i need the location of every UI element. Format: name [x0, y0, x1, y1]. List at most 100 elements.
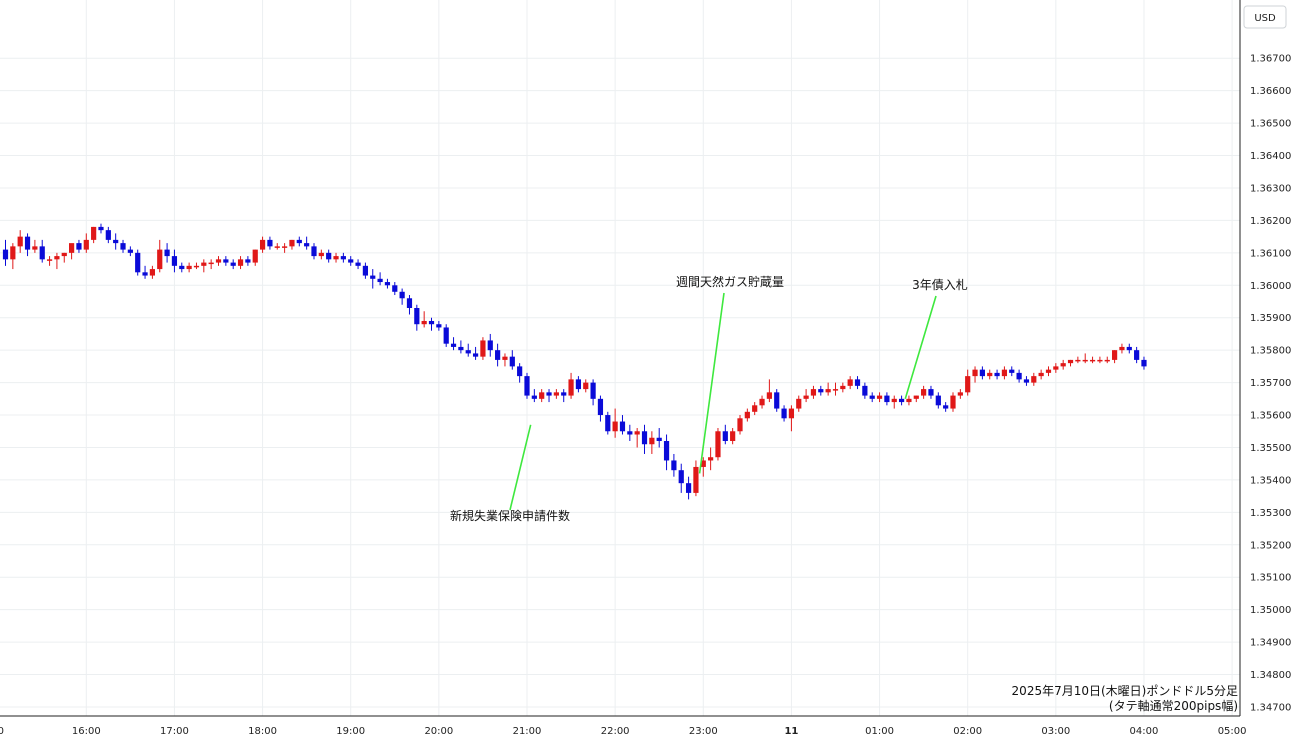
candle-body — [678, 470, 684, 484]
time-tick-label: 11 — [784, 726, 798, 737]
candle-body — [304, 243, 310, 247]
candle — [553, 389, 559, 399]
candle-body — [1060, 363, 1066, 367]
candle — [597, 395, 604, 422]
price-tick-label: 1.34800 — [1250, 670, 1291, 681]
candle-body — [972, 369, 978, 377]
time-tick-label: 04:00 — [1130, 726, 1159, 737]
candle-body — [362, 265, 369, 276]
candle — [1009, 366, 1015, 377]
candle — [113, 233, 119, 250]
candle — [135, 249, 141, 276]
candle-body — [774, 392, 780, 409]
candle-body — [421, 320, 427, 325]
candle — [517, 363, 523, 383]
candle-body — [987, 372, 993, 377]
candle — [186, 262, 192, 273]
price-tick-label: 1.36700 — [1250, 54, 1291, 65]
candle-body — [296, 239, 302, 244]
candle-body — [634, 431, 640, 435]
candle-body — [450, 343, 457, 347]
candle-body — [443, 327, 449, 344]
annotation-pointer-line — [509, 424, 532, 511]
candle — [619, 415, 626, 435]
candle — [832, 382, 839, 396]
candle — [392, 282, 398, 296]
candle — [1119, 343, 1125, 354]
candle — [384, 278, 391, 289]
candle — [979, 366, 985, 380]
price-tick-label: 1.35000 — [1250, 605, 1291, 616]
candle-body — [656, 437, 662, 441]
candle-body — [1009, 369, 1015, 373]
candle-body — [458, 346, 464, 351]
candle-body — [590, 382, 596, 399]
price-tick-label: 1.36000 — [1250, 281, 1291, 292]
currency-badge[interactable] — [1243, 5, 1287, 29]
candle-body — [428, 320, 435, 325]
candle-body — [509, 356, 515, 367]
candle — [1016, 369, 1022, 383]
candle-body — [994, 372, 1000, 377]
candle — [972, 366, 978, 383]
annotation-pointer-line — [698, 292, 725, 474]
candle — [282, 243, 288, 253]
candle-body — [605, 415, 611, 432]
candle-body — [326, 252, 332, 260]
candle — [869, 392, 875, 403]
candle-body — [796, 398, 802, 409]
candle — [421, 311, 427, 328]
candle-body — [619, 421, 626, 432]
candle-body — [539, 392, 545, 399]
candle-body — [149, 269, 155, 276]
candle-body — [377, 278, 383, 283]
grid — [0, 0, 1240, 716]
candle-body — [553, 392, 559, 396]
candle-body — [722, 431, 728, 441]
candle-body — [472, 353, 479, 357]
candle-body — [928, 389, 934, 396]
candle — [17, 230, 23, 253]
candle — [450, 337, 457, 351]
candle-body — [810, 389, 817, 396]
candle-body — [583, 382, 589, 390]
time-tick-label: 23:00 — [689, 726, 718, 737]
candle — [759, 395, 765, 409]
candle — [957, 389, 963, 399]
candle-body — [898, 398, 905, 403]
candle-body — [913, 395, 919, 399]
candle-body — [730, 431, 736, 441]
candle-body — [1082, 359, 1088, 362]
candle — [524, 372, 530, 399]
candle — [54, 252, 60, 270]
price-tick-label: 1.35800 — [1250, 346, 1291, 357]
candle — [913, 395, 919, 403]
candle-body — [83, 239, 89, 250]
candle — [465, 343, 471, 357]
candle — [994, 369, 1000, 380]
candle-body — [348, 259, 354, 263]
candle-body — [267, 239, 273, 247]
candle-body — [935, 395, 941, 406]
candle — [685, 476, 692, 500]
candle-body — [752, 405, 758, 412]
candle-body — [737, 418, 743, 432]
candle — [876, 392, 883, 403]
candle — [561, 389, 567, 403]
candle-body — [781, 408, 787, 419]
time-tick-label: 19:00 — [336, 726, 365, 737]
candle — [898, 395, 905, 406]
currency-label: USD — [1254, 13, 1276, 24]
candle-body — [950, 395, 956, 409]
candle — [179, 262, 185, 273]
candle — [943, 402, 949, 412]
candle — [274, 243, 280, 250]
candle — [612, 408, 618, 438]
candle-body — [54, 256, 60, 260]
candle — [1111, 350, 1118, 364]
candle-body — [1134, 350, 1140, 360]
candle-body — [847, 379, 853, 386]
time-tick-label: 17:00 — [160, 726, 189, 737]
time-axis-ticks: :00 16:00 17:00 18:00 19:00 20:00 21:00 22:00 23… — [0, 726, 1247, 737]
